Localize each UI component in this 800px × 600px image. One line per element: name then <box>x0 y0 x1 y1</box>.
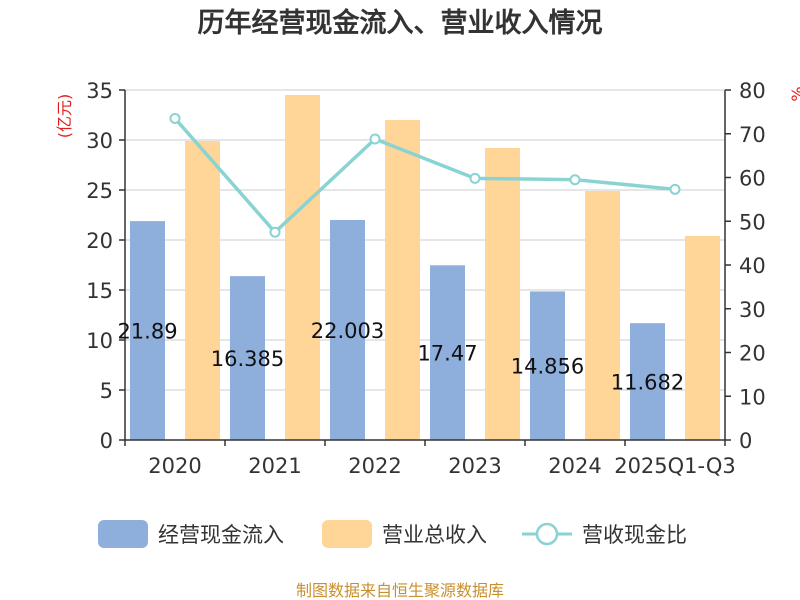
ratio-point <box>369 133 381 145</box>
left-tick-label: 25 <box>86 179 113 203</box>
bar-data-label: 21.89 <box>117 320 177 344</box>
x-tick-label: 2020 <box>148 454 201 478</box>
left-tick-label: 35 <box>86 79 113 103</box>
ratio-point <box>469 172 481 184</box>
bar-data-label: 16.385 <box>211 347 284 371</box>
bar-data-label: 11.682 <box>611 371 684 395</box>
x-tick-label: 2022 <box>348 454 401 478</box>
right-tick-label: 70 <box>739 123 766 147</box>
ratio-line-path <box>173 117 676 235</box>
left-tick-label: 15 <box>86 279 113 303</box>
legend-label: 营收现金比 <box>582 523 687 547</box>
bar-total-revenue <box>485 148 520 440</box>
legend-label: 经营现金流入 <box>158 523 284 547</box>
legend-item: 经营现金流入 <box>98 520 284 548</box>
chart-title: 历年经营现金流入、营业收入情况 <box>198 7 603 39</box>
right-tick-label: 80 <box>739 79 766 103</box>
bars <box>130 95 720 440</box>
axes: 0 5 10 15 20 25 30 35 0 10 20 30 40 50 60 70 80 2020 2021 2… <box>86 79 765 478</box>
bar-total-revenue <box>385 120 420 440</box>
right-tick-label: 40 <box>739 254 766 278</box>
right-axis-unit: % <box>788 86 800 101</box>
ratio-line <box>169 112 681 238</box>
left-tick-label: 0 <box>100 429 113 453</box>
ratio-point <box>169 112 181 124</box>
right-tick-label: 30 <box>739 298 766 322</box>
bar-total-revenue <box>185 141 220 440</box>
x-tick-label: 2025Q1-Q3 <box>614 454 736 478</box>
ratio-point <box>569 174 581 186</box>
legend-item: 营收现金比 <box>522 522 687 547</box>
bar-total-revenue <box>285 95 320 440</box>
right-tick-label: 0 <box>739 429 752 453</box>
bar-operating-cash-inflow <box>330 219 365 440</box>
bar-operating-cash-inflow <box>530 291 565 440</box>
bar-data-label: 14.856 <box>511 355 584 379</box>
bar-total-revenue <box>585 191 620 440</box>
data-source-note: 制图数据来自恒生聚源数据库 <box>296 581 504 600</box>
left-tick-label: 5 <box>100 379 113 403</box>
right-tick-label: 50 <box>739 210 766 234</box>
bar-data-label: 17.47 <box>417 342 477 366</box>
x-tick-label: 2023 <box>448 454 501 478</box>
ratio-point <box>669 183 681 195</box>
right-tick-label: 60 <box>739 167 766 191</box>
x-tick-label: 2021 <box>248 454 301 478</box>
bar-operating-cash-inflow <box>230 276 265 440</box>
gridlines <box>125 89 725 391</box>
bar-operating-cash-inflow <box>630 323 665 440</box>
left-axis-unit: (亿元) <box>55 94 74 139</box>
right-tick-label: 10 <box>739 385 766 409</box>
legend-item: 营业总收入 <box>322 520 487 548</box>
bar-operating-cash-inflow <box>130 221 165 440</box>
legend-swatch <box>322 520 372 548</box>
bar-total-revenue <box>685 236 720 440</box>
data-labels: 21.89 16.385 22.003 17.47 14.856 11.682 <box>117 319 684 395</box>
legend-label: 营业总收入 <box>382 523 487 547</box>
ratio-point <box>269 226 281 238</box>
bar-data-label: 22.003 <box>311 319 384 343</box>
legend: 经营现金流入 营业总收入 营收现金比 <box>98 520 687 548</box>
left-tick-label: 10 <box>86 329 113 353</box>
x-tick-label: 2024 <box>548 454 601 478</box>
bar-operating-cash-inflow <box>430 265 465 440</box>
legend-marker <box>535 522 559 546</box>
legend-swatch <box>98 520 148 548</box>
left-tick-label: 20 <box>86 229 113 253</box>
right-tick-label: 20 <box>739 342 766 366</box>
left-tick-label: 30 <box>86 129 113 153</box>
